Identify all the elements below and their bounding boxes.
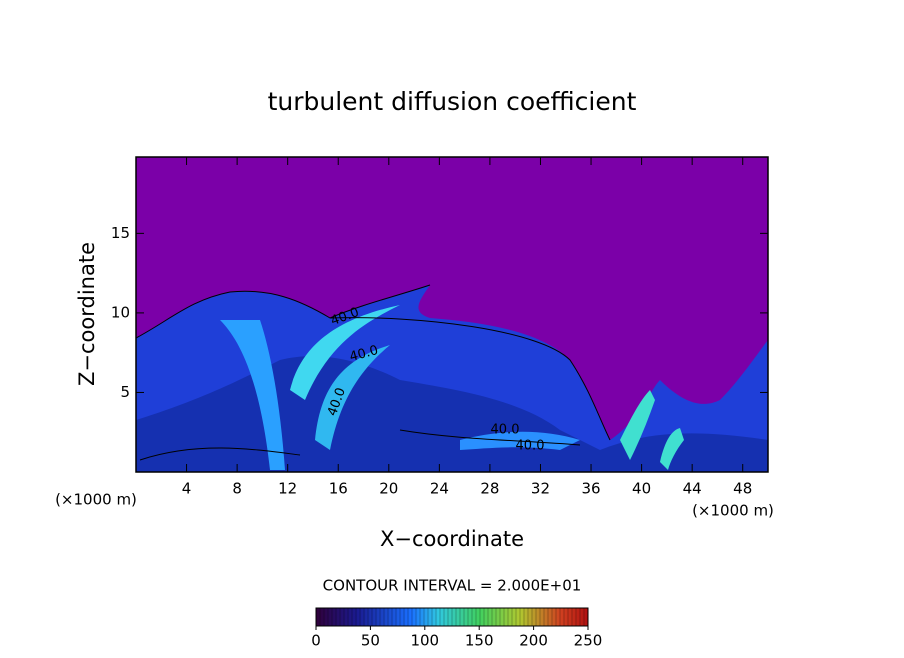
- y-axis-label: Z−coordinate: [75, 242, 99, 386]
- x-tick-label: 8: [232, 480, 242, 498]
- x-tick-label: 36: [581, 480, 600, 498]
- colorbar-tick-label: 250: [574, 632, 603, 650]
- field: [136, 157, 768, 472]
- contour-label: 40.0: [491, 423, 520, 438]
- contour-label: 40.0: [348, 343, 380, 365]
- x-tick-label: 40: [632, 480, 651, 498]
- y-tick-label: 10: [111, 303, 130, 321]
- x-tick-label: 32: [531, 480, 550, 498]
- colorbar-tick-label: 150: [465, 632, 494, 650]
- colorbar-tick-label: 50: [361, 632, 380, 650]
- x-tick-label: 24: [430, 480, 449, 498]
- x-tick-label: 48: [733, 480, 752, 498]
- colorbar-tick-label: 0: [311, 632, 321, 650]
- contour-interval: CONTOUR INTERVAL = 2.000E+01: [323, 577, 582, 595]
- plot-frame: [135, 156, 769, 473]
- y-tick-label: 15: [111, 224, 130, 242]
- chart-title: turbulent diffusion coefficient: [268, 87, 637, 116]
- x-axis-label: X−coordinate: [380, 527, 524, 551]
- x-tick-label: 20: [379, 480, 398, 498]
- x-tick-label: 28: [480, 480, 499, 498]
- x-tick-label: 12: [278, 480, 297, 498]
- colorbar-tick-label: 100: [410, 632, 439, 650]
- x-tick-label: 16: [329, 480, 348, 498]
- y-tick-label: 5: [120, 383, 130, 401]
- x-tick-label: 44: [683, 480, 702, 498]
- colorbar-tick-label: 200: [519, 632, 548, 650]
- x-unit: (×1000 m): [692, 502, 774, 520]
- y-unit: (×1000 m): [55, 491, 137, 509]
- x-tick-label: 4: [182, 480, 192, 498]
- contour-label: 40.0: [516, 439, 545, 454]
